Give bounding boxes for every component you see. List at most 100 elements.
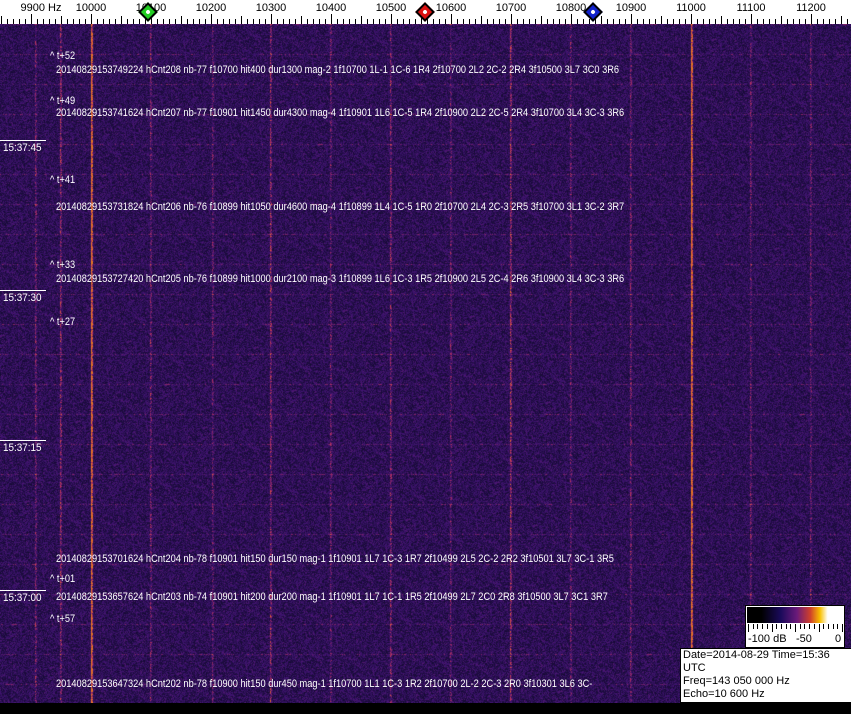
freq-tick: [517, 19, 518, 24]
frequency-text: Freq=143 050 000 Hz: [683, 675, 790, 687]
colorbar-tick: [771, 624, 773, 632]
colorbar-tick: [790, 624, 792, 629]
time-label: 15:37:30: [3, 292, 42, 304]
colorbar-tick: [785, 624, 787, 629]
freq-tick: [703, 19, 704, 24]
freq-tick: [445, 19, 446, 24]
freq-tick: [775, 19, 776, 24]
time-label: 15:37:15: [3, 442, 42, 454]
colorbar-tick: [795, 624, 796, 632]
freq-tick-label: 10500: [375, 2, 407, 14]
freq-tick: [31, 14, 32, 24]
freq-tick: [205, 19, 206, 24]
freq-tick: [727, 19, 728, 24]
freq-tick: [493, 19, 494, 24]
freq-tick: [781, 16, 782, 24]
time-divider: [0, 290, 46, 291]
colorbar-label-min: -100 dB: [748, 633, 787, 645]
colorbar-tick: [757, 624, 759, 629]
freq-tick: [43, 19, 44, 24]
freq-tick-label: 10900: [615, 2, 647, 14]
freq-tick: [571, 14, 572, 24]
t-offset-label: ^ t+57: [50, 613, 76, 625]
freq-tick: [685, 19, 686, 24]
date-time-text: Date=2014-08-29 Time=15:36 UTC: [683, 649, 830, 674]
colorbar-tick: [748, 624, 749, 632]
freq-tick: [661, 16, 662, 24]
freq-tick: [511, 14, 512, 24]
freq-tick: [67, 19, 68, 24]
freq-tick: [559, 19, 560, 24]
freq-tick: [631, 14, 632, 24]
t-offset-label: ^ t+27: [50, 316, 76, 328]
freq-tick: [271, 14, 272, 24]
freq-tick-label: 11200: [796, 2, 826, 14]
t-offset-label: ^ t+33: [50, 259, 76, 271]
freq-tick: [139, 19, 140, 24]
freq-tick-label: 10700: [495, 2, 527, 14]
freq-tick: [769, 19, 770, 24]
freq-tick-label: 9900 Hz: [20, 2, 62, 14]
freq-tick-label: 10600: [435, 2, 467, 14]
freq-tick: [715, 19, 716, 24]
freq-tick: [415, 19, 416, 24]
freq-tick: [451, 14, 452, 24]
freq-tick: [625, 19, 626, 24]
freq-tick: [109, 19, 110, 24]
freq-tick: [601, 16, 602, 24]
colorbar-tick: [832, 624, 834, 629]
colorbar-tick: [804, 624, 806, 629]
colorbar-tick: [762, 624, 764, 629]
colorbar-tick: [837, 624, 839, 629]
freq-tick: [241, 16, 242, 24]
colorbar-tick: [799, 624, 801, 629]
freq-tick: [619, 19, 620, 24]
freq-tick: [829, 19, 830, 24]
freq-tick: [115, 19, 116, 24]
freq-tick: [367, 19, 368, 24]
freq-tick: [463, 19, 464, 24]
colorbar-tick: [823, 624, 825, 629]
freq-tick: [49, 19, 50, 24]
freq-tick: [331, 14, 332, 24]
freq-tick: [289, 19, 290, 24]
freq-tick: [103, 19, 104, 24]
time-label: 15:37:45: [3, 142, 42, 154]
freq-tick: [523, 19, 524, 24]
freq-tick: [433, 19, 434, 24]
freq-tick: [397, 19, 398, 24]
freq-tick: [757, 19, 758, 24]
freq-tick: [835, 19, 836, 24]
colorbar-tick: [827, 624, 829, 629]
t-offset-label: ^ t+52: [50, 50, 76, 62]
detection-line: 20140829153647324 hCnt202 nb-78 f10900 h…: [56, 678, 593, 690]
freq-tick: [799, 19, 800, 24]
detection-line: 20140829153749224 hCnt208 nb-77 f10700 h…: [56, 64, 620, 76]
freq-tick: [25, 19, 26, 24]
freq-tick: [637, 19, 638, 24]
freq-tick: [247, 19, 248, 24]
freq-tick-label: 10400: [315, 2, 347, 14]
red-marker-icon[interactable]: [415, 2, 435, 22]
freq-tick: [121, 16, 122, 24]
freq-tick: [721, 16, 722, 24]
freq-tick: [379, 19, 380, 24]
freq-tick: [229, 19, 230, 24]
freq-tick: [805, 19, 806, 24]
waterfall-spectrogram[interactable]: [0, 24, 851, 703]
freq-tick: [151, 14, 152, 24]
colorbar-label-mid: -50: [796, 633, 812, 645]
freq-tick: [127, 19, 128, 24]
freq-tick: [253, 19, 254, 24]
time-divider: [0, 590, 46, 591]
freq-tick: [709, 19, 710, 24]
freq-tick-label: 10200: [195, 2, 227, 14]
freq-tick: [181, 16, 182, 24]
colorbar-tick: [842, 624, 843, 632]
colorbar-tick: [766, 624, 768, 629]
info-box: Date=2014-08-29 Time=15:36 UTC Freq=143 …: [680, 648, 851, 713]
freq-tick: [403, 19, 404, 24]
time-divider: [0, 440, 46, 441]
freq-tick: [475, 19, 476, 24]
t-offset-label: ^ t+01: [50, 573, 76, 585]
